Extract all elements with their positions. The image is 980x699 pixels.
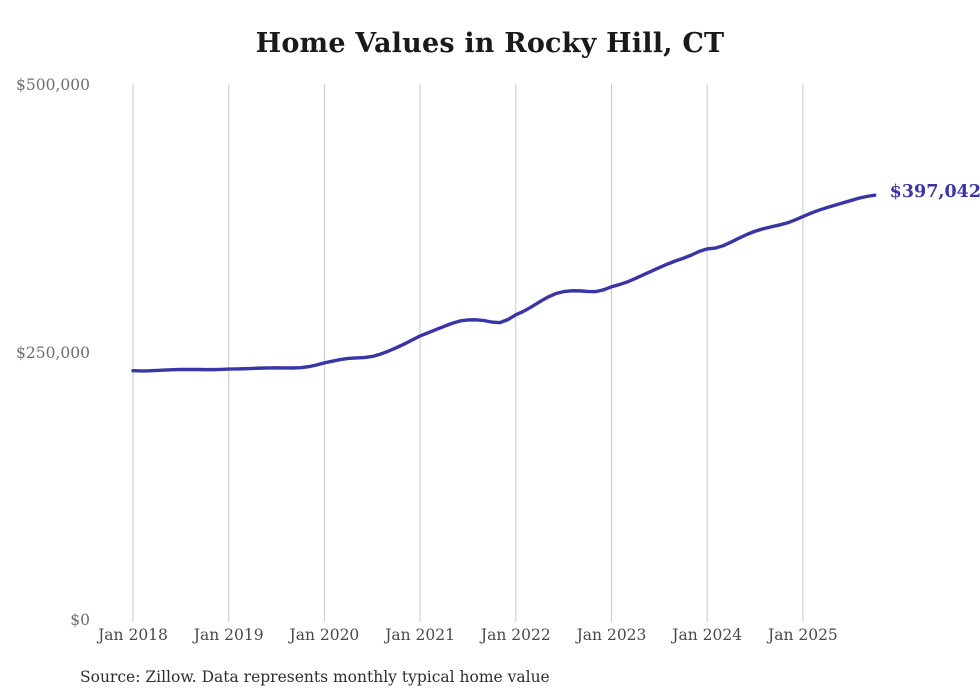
x-tick-label: Jan 2020: [289, 626, 360, 644]
source-note: Source: Zillow. Data represents monthly …: [80, 668, 550, 686]
end-value-label: $397,042: [889, 182, 980, 203]
x-tick-label: Jan 2025: [767, 626, 838, 644]
home-value-line: [131, 193, 877, 373]
chart-title: Home Values in Rocky Hill, CT: [255, 28, 725, 59]
x-tick-label: Jan 2018: [98, 626, 168, 644]
x-tick-label: Jan 2024: [672, 626, 743, 644]
x-tick-label: Jan 2023: [576, 626, 647, 644]
y-tick-label: $0: [70, 611, 90, 629]
x-tick-label: Jan 2021: [385, 626, 455, 644]
x-tick-label: Jan 2019: [193, 626, 264, 644]
x-tick-label: Jan 2022: [480, 626, 551, 644]
year-gridlines: [132, 84, 804, 622]
y-tick-label: $500,000: [16, 76, 90, 94]
y-tick-label: $250,000: [16, 343, 90, 362]
